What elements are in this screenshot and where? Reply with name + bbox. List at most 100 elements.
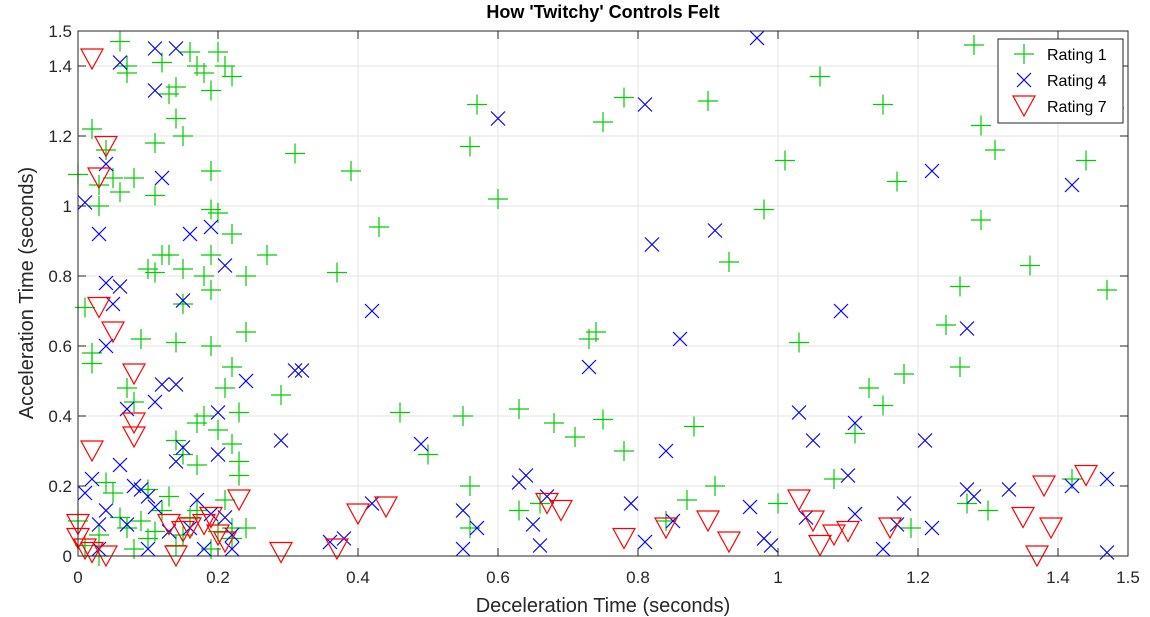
data-point-plus <box>971 115 991 136</box>
data-point-plus <box>754 199 774 220</box>
x-tick-label: 0.8 <box>626 568 650 587</box>
data-point-plus <box>229 465 249 486</box>
data-point-x <box>203 219 219 235</box>
legend-box <box>997 38 1124 124</box>
data-point-triangle-down <box>156 513 182 536</box>
data-point-triangle-down <box>79 541 105 564</box>
data-point-x <box>1099 545 1115 560</box>
data-point-triangle-down <box>268 541 294 564</box>
data-point-plus <box>341 161 361 181</box>
data-point-plus <box>201 280 221 300</box>
data-point-x <box>539 489 555 504</box>
data-point-triangle-down <box>373 496 399 519</box>
data-point-x <box>364 303 380 319</box>
data-point-plus <box>131 511 151 531</box>
data-point-plus <box>201 245 221 265</box>
data-point-x <box>581 359 597 375</box>
data-point-x <box>763 538 779 553</box>
data-point-plus <box>173 126 193 146</box>
data-point-x <box>210 447 226 462</box>
legend-symbol-triangle-down <box>1011 95 1037 118</box>
data-point-x <box>322 534 338 550</box>
data-point-x <box>77 485 93 501</box>
data-point-plus <box>586 322 606 342</box>
data-point-plus <box>614 87 634 108</box>
data-point-plus <box>698 91 718 111</box>
data-point-plus <box>950 357 970 377</box>
data-point-plus <box>89 196 109 216</box>
data-point-x <box>98 275 114 291</box>
data-point-plus <box>236 266 256 286</box>
data-point-plus <box>159 245 179 265</box>
data-point-plus <box>327 262 347 283</box>
data-point-x <box>1099 471 1115 487</box>
data-point-x <box>112 279 128 294</box>
data-point-plus <box>453 406 473 426</box>
data-point-triangle-down <box>177 517 203 540</box>
data-point-x <box>917 433 933 448</box>
y-tick-label: 0.4 <box>48 407 72 426</box>
legend-symbol-plus <box>1014 44 1034 64</box>
data-point-triangle-down <box>121 426 147 449</box>
data-point-x <box>98 503 114 518</box>
data-point-x <box>147 499 163 515</box>
data-point-x <box>840 468 856 483</box>
data-point-plus <box>985 140 1005 160</box>
data-point-triangle-down <box>807 534 833 557</box>
data-point-plus <box>208 203 228 223</box>
data-point-plus <box>859 378 879 398</box>
data-point-x <box>672 331 688 347</box>
data-point-x <box>623 496 639 511</box>
data-point-x <box>154 377 170 392</box>
data-point-triangle-down <box>121 412 147 435</box>
data-point-plus <box>103 168 123 188</box>
data-point-triangle-down <box>786 489 812 512</box>
data-point-plus <box>901 518 921 538</box>
data-point-plus <box>201 80 221 101</box>
y-tick-label: 1.2 <box>48 127 72 146</box>
data-point-plus <box>971 210 991 230</box>
legend-symbol-x <box>1016 72 1032 88</box>
data-point-plus <box>950 276 970 297</box>
data-point-plus <box>488 189 508 209</box>
data-point-plus <box>1097 280 1117 300</box>
data-point-x <box>805 433 821 448</box>
data-point-plus <box>614 441 634 461</box>
data-point-triangle-down <box>86 167 112 190</box>
data-point-triangle-down <box>1031 475 1057 498</box>
data-point-x <box>1064 177 1080 193</box>
data-point-plus <box>187 455 207 475</box>
data-point-plus <box>173 294 193 314</box>
data-point-x <box>168 41 184 56</box>
x-axis-label: Deceleration Time (seconds) <box>476 595 731 617</box>
data-point-x <box>532 538 548 553</box>
data-point-x <box>175 440 191 455</box>
data-point-plus <box>1020 255 1040 276</box>
data-point-x <box>966 489 982 504</box>
data-point-plus <box>215 490 235 510</box>
data-point-plus <box>194 266 214 286</box>
data-point-plus <box>138 259 158 279</box>
data-point-plus <box>166 108 186 129</box>
data-point-x <box>1064 478 1080 494</box>
data-point-x <box>77 195 93 210</box>
data-point-plus <box>124 168 144 188</box>
data-point-x <box>273 433 289 448</box>
y-tick-label: 0 <box>63 547 72 566</box>
data-point-plus <box>887 171 907 192</box>
y-tick-label: 1.5 <box>48 22 72 41</box>
data-point-plus <box>173 259 193 279</box>
data-point-x <box>742 499 758 515</box>
axes-frame <box>77 30 1129 557</box>
data-point-plus <box>677 490 697 510</box>
data-point-x <box>98 338 114 354</box>
data-point-plus <box>684 416 704 437</box>
data-point-plus <box>215 56 235 76</box>
data-point-plus <box>166 332 186 353</box>
data-point-plus <box>467 94 487 115</box>
data-point-x <box>210 405 226 420</box>
data-point-plus <box>131 329 151 349</box>
data-point-x <box>525 517 541 532</box>
data-point-plus <box>89 525 109 545</box>
data-points <box>65 30 1124 568</box>
